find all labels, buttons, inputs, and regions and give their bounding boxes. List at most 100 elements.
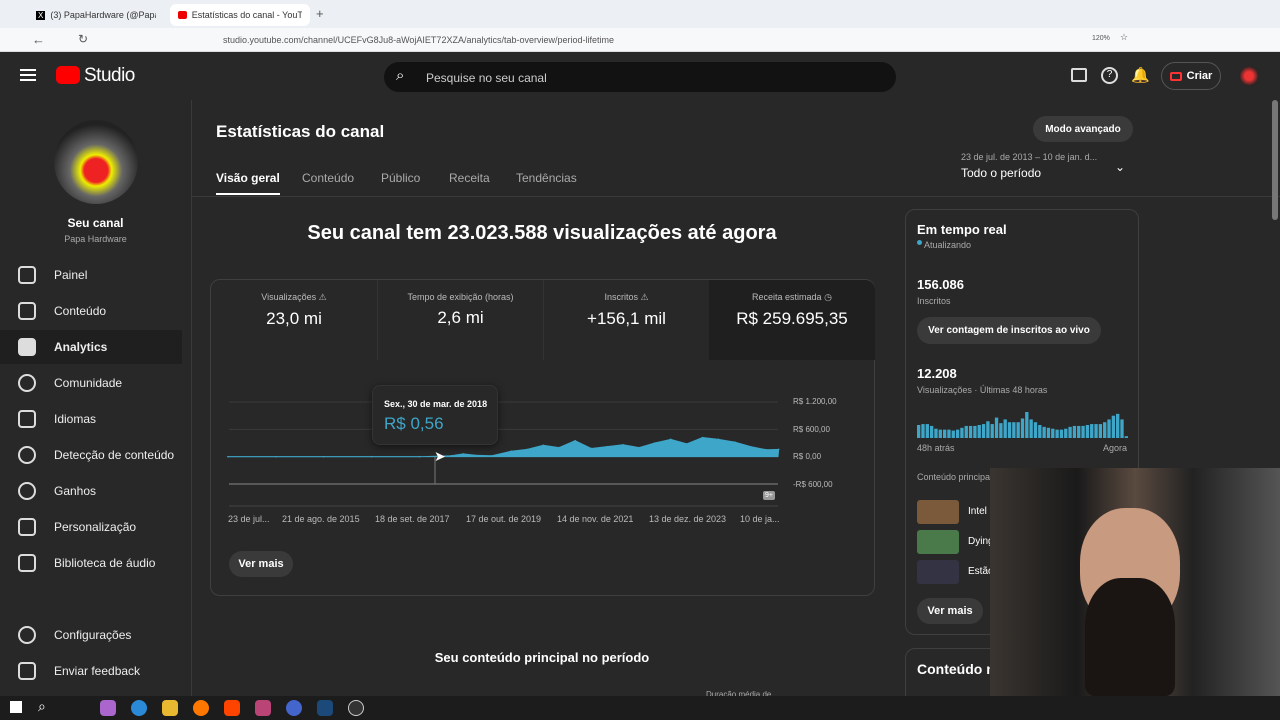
top-video-title[interactable]: Dying xyxy=(968,536,994,547)
edge-icon[interactable] xyxy=(131,700,147,716)
search-icon[interactable]: ⌕ xyxy=(38,698,46,714)
realtime-bar[interactable] xyxy=(1029,419,1033,438)
tab-visao-geral[interactable]: Visão geral xyxy=(216,171,280,195)
realtime-bar[interactable] xyxy=(1046,427,1051,438)
kpi-watch-time[interactable]: Tempo de exibição (horas) 2,6 mi xyxy=(377,280,543,360)
realtime-bar[interactable] xyxy=(968,425,973,438)
bookmark-star-icon[interactable]: ☆ xyxy=(1120,32,1129,42)
realtime-bar[interactable] xyxy=(990,424,994,438)
browser-tab-active[interactable]: Estatísticas do canal - YouTube xyxy=(170,4,310,26)
realtime-bar[interactable] xyxy=(977,425,981,438)
back-icon[interactable]: ← xyxy=(32,32,45,47)
period-selector[interactable]: 23 de jul. de 2013 – 10 de jan. d... Tod… xyxy=(961,152,1125,180)
realtime-bar[interactable] xyxy=(951,430,955,438)
tab-publico[interactable]: Público xyxy=(381,171,421,185)
copilot-icon[interactable] xyxy=(100,700,116,716)
realtime-bar[interactable] xyxy=(1025,412,1029,438)
help-icon[interactable]: ? xyxy=(1101,67,1118,84)
realtime-bar[interactable] xyxy=(981,424,986,438)
sidebar-item-idiomas[interactable]: Idiomas xyxy=(0,402,182,436)
sidebar-item-analytics[interactable]: Analytics xyxy=(0,330,182,364)
realtime-bar[interactable] xyxy=(986,421,990,438)
realtime-bar[interactable] xyxy=(938,429,942,438)
realtime-bar[interactable] xyxy=(1090,424,1094,438)
windows-start-icon[interactable] xyxy=(10,701,22,713)
realtime-bar[interactable] xyxy=(973,425,977,438)
realtime-bar[interactable] xyxy=(1077,425,1081,438)
top-video-title[interactable]: Estão xyxy=(968,566,994,577)
brave-icon[interactable] xyxy=(224,700,240,716)
sidebar-item-painel[interactable]: Painel xyxy=(0,258,182,292)
notifications-icon[interactable]: 🔔 xyxy=(1131,67,1150,84)
video-thumbnail[interactable] xyxy=(917,530,959,554)
obs-icon[interactable] xyxy=(348,700,364,716)
realtime-bar[interactable] xyxy=(934,428,938,438)
realtime-bar[interactable] xyxy=(1059,429,1064,438)
realtime-bar[interactable] xyxy=(1111,415,1116,438)
folder-icon[interactable] xyxy=(162,700,178,716)
video-thumbnail[interactable] xyxy=(917,500,959,524)
sidebar-item-comunidade[interactable]: Comunidade xyxy=(0,366,182,400)
realtime-bar[interactable] xyxy=(947,429,951,438)
realtime-bar[interactable] xyxy=(1107,419,1111,438)
realtime-bar[interactable] xyxy=(929,425,934,438)
realtime-bar[interactable] xyxy=(1072,425,1077,438)
zoom-level[interactable]: 120% xyxy=(1092,35,1110,42)
realtime-bar[interactable] xyxy=(964,425,968,438)
realtime-bar[interactable] xyxy=(925,424,929,438)
scrollbar[interactable] xyxy=(1272,100,1278,220)
realtime-bar[interactable] xyxy=(1007,422,1012,438)
realtime-bar[interactable] xyxy=(1012,422,1016,438)
see-more-button[interactable]: Ver mais xyxy=(917,598,983,624)
sidebar-item-conteudo[interactable]: Conteúdo xyxy=(0,294,182,328)
app-icon[interactable] xyxy=(255,700,271,716)
realtime-bar[interactable] xyxy=(960,427,964,438)
sidebar-item-biblioteca[interactable]: Biblioteca de áudio xyxy=(0,546,182,580)
realtime-bar[interactable] xyxy=(1020,418,1025,439)
browser-tab[interactable]: X(3) PapaHardware (@PapaHard xyxy=(36,10,156,20)
realtime-bar[interactable] xyxy=(1003,419,1007,438)
realtime-bar[interactable] xyxy=(1116,413,1120,438)
steam-icon[interactable] xyxy=(317,700,333,716)
realtime-bar[interactable] xyxy=(1068,426,1072,438)
new-tab-button[interactable]: + xyxy=(316,6,324,21)
reload-icon[interactable]: ↻ xyxy=(78,32,89,46)
sidebar-item-deteccao[interactable]: Detecção de conteúdo xyxy=(0,438,182,472)
menu-icon[interactable] xyxy=(20,69,36,81)
realtime-bar[interactable] xyxy=(1124,436,1128,438)
realtime-bar[interactable] xyxy=(955,429,960,438)
realtime-bar[interactable] xyxy=(1103,422,1107,438)
advanced-mode-button[interactable]: Modo avançado xyxy=(1033,116,1133,142)
tab-tendencias[interactable]: Tendências xyxy=(516,171,577,185)
sidebar-item-configuracoes[interactable]: Configurações xyxy=(0,618,182,652)
channel-avatar[interactable] xyxy=(54,120,138,204)
realtime-bar[interactable] xyxy=(942,429,947,438)
realtime-bar[interactable] xyxy=(1085,425,1090,438)
realtime-bar[interactable] xyxy=(917,425,921,438)
url-field[interactable]: studio.youtube.com/channel/UCEFvG8Ju8-aW… xyxy=(223,35,615,45)
realtime-bar[interactable] xyxy=(1081,425,1085,438)
tab-receita[interactable]: Receita xyxy=(449,171,490,185)
subtitles-icon[interactable] xyxy=(1071,68,1087,82)
video-thumbnail[interactable] xyxy=(917,560,959,584)
annotation-badge[interactable]: 9+ xyxy=(763,491,775,500)
realtime-bar[interactable] xyxy=(1094,424,1098,438)
realtime-bar[interactable] xyxy=(1098,424,1103,438)
realtime-bar[interactable] xyxy=(1064,428,1068,438)
realtime-bar[interactable] xyxy=(921,424,925,438)
kpi-subscribers[interactable]: Inscritos ⚠ +156,1 mil xyxy=(543,280,709,360)
realtime-bar[interactable] xyxy=(1051,428,1055,438)
realtime-bar[interactable] xyxy=(1055,429,1059,438)
sidebar-item-ganhos[interactable]: Ganhos xyxy=(0,474,182,508)
realtime-bar[interactable] xyxy=(1016,422,1020,438)
realtime-bar[interactable] xyxy=(994,417,999,438)
create-button[interactable]: Criar xyxy=(1161,62,1221,90)
realtime-bar[interactable] xyxy=(999,423,1003,438)
firefox-icon[interactable] xyxy=(193,700,209,716)
see-more-button[interactable]: Ver mais xyxy=(229,551,293,577)
realtime-bar[interactable] xyxy=(1038,425,1042,438)
search-input[interactable]: ⌕ Pesquise no seu canal xyxy=(384,62,896,92)
live-count-button[interactable]: Ver contagem de inscritos ao vivo xyxy=(917,317,1101,344)
realtime-bar[interactable] xyxy=(1033,422,1038,438)
youtube-logo-icon[interactable] xyxy=(56,66,80,84)
